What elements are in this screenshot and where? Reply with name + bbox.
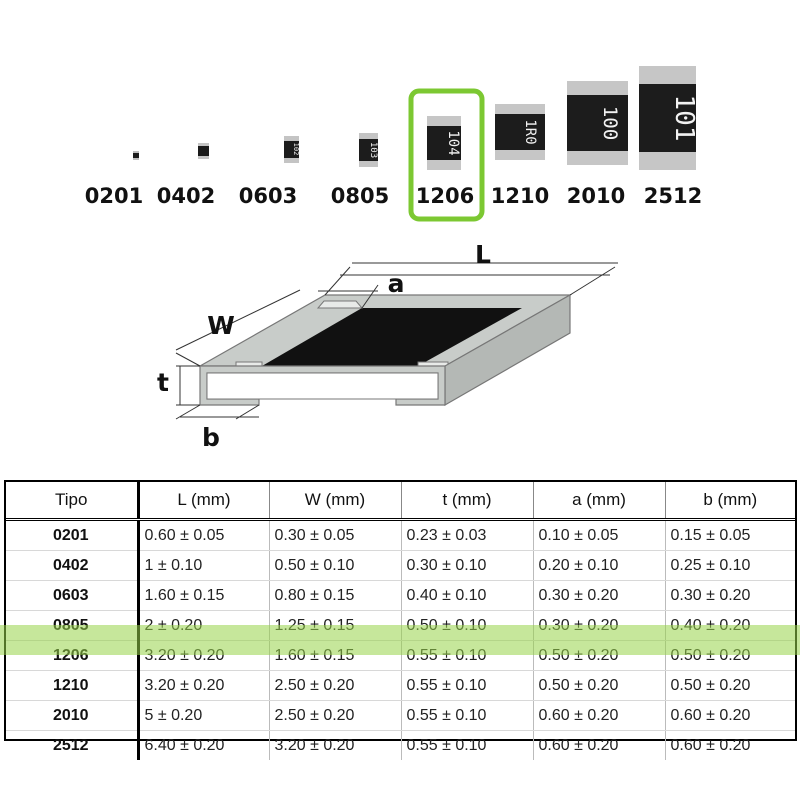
cell-w: 0.30 ± 0.05: [269, 519, 402, 551]
cell-t: 0.23 ± 0.03: [401, 519, 534, 551]
table-row: 0805 2 ± 0.20 1.25 ± 0.15 0.50 ± 0.10 0.…: [6, 610, 795, 641]
cell-w: 2.50 ± 0.20: [269, 670, 402, 701]
dimension-label-b: b: [202, 423, 220, 452]
cell-a: 0.30 ± 0.20: [533, 610, 666, 641]
cell-a: 0.60 ± 0.20: [533, 700, 666, 731]
cell-w: 0.80 ± 0.15: [269, 580, 402, 611]
cell-t: 0.55 ± 0.10: [401, 670, 534, 701]
cell-b: 0.25 ± 0.10: [665, 550, 795, 581]
cell-a: 0.50 ± 0.20: [533, 670, 666, 701]
selected-size-frame: [408, 88, 485, 222]
table-header-row: Tipo L (mm) W (mm) t (mm) a (mm) b (mm): [6, 482, 795, 521]
table-row: 0402 1 ± 0.10 0.50 ± 0.10 0.30 ± 0.10 0.…: [6, 550, 795, 581]
size-label-0201: 0201: [85, 184, 143, 208]
cell-tipo: 1206: [6, 640, 140, 671]
cell-b: 0.60 ± 0.20: [670, 736, 751, 754]
cell-t: 0.55 ± 0.10: [401, 730, 534, 760]
column-header-l: L (mm): [138, 482, 270, 521]
resistor-0603: 102: [284, 136, 300, 163]
cell-tipo: 2512: [6, 730, 140, 760]
resistor-0402: [198, 143, 209, 159]
cell-b: 0.15 ± 0.05: [665, 519, 795, 551]
dimensions-table-container: Tipo L (mm) W (mm) t (mm) a (mm) b (mm) …: [4, 480, 797, 760]
resistor-1206-marking: 104: [445, 130, 461, 155]
cell-w: 3.20 ± 0.20: [269, 730, 402, 760]
cell-a: 0.10 ± 0.05: [533, 519, 666, 551]
table-row: 0603 1.60 ± 0.15 0.80 ± 0.15 0.40 ± 0.10…: [6, 580, 795, 611]
table-row: 0201 0.60 ± 0.05 0.30 ± 0.05 0.23 ± 0.03…: [6, 519, 795, 551]
resistor-0201: [133, 151, 139, 160]
cell-w: 0.50 ± 0.10: [269, 550, 402, 581]
resistor-2512: 101: [639, 66, 699, 170]
table-row: 1210 3.20 ± 0.20 2.50 ± 0.20 0.55 ± 0.10…: [6, 670, 795, 701]
cell-t: 0.50 ± 0.10: [401, 610, 534, 641]
size-label-1206: 1206: [416, 184, 474, 208]
cell-t: 0.40 ± 0.10: [401, 580, 534, 611]
resistor-2010-marking: 100: [599, 106, 621, 140]
cell-t: 0.55 ± 0.10: [401, 640, 534, 671]
cell-b: 0.50 ± 0.20: [665, 640, 795, 671]
cell-t: 0.55 ± 0.10: [401, 700, 534, 731]
column-header-a: a (mm): [533, 482, 666, 521]
cell-a: 0.50 ± 0.20: [533, 640, 666, 671]
cell-b: 0.40 ± 0.20: [665, 610, 795, 641]
size-label-0805: 0805: [331, 184, 389, 208]
resistor-2010: 100: [567, 81, 628, 165]
cell-l: 3.20 ± 0.20: [138, 640, 270, 671]
resistor-1210: 1R0: [495, 104, 545, 160]
cell-tipo: 0201: [6, 519, 140, 551]
dimension-lines: [175, 262, 618, 420]
cell-l: 0.60 ± 0.05: [138, 519, 270, 551]
dimensions-table: Tipo L (mm) W (mm) t (mm) a (mm) b (mm) …: [6, 482, 795, 760]
cell-tipo: 2010: [6, 700, 140, 731]
cell-a: 0.20 ± 0.10: [533, 550, 666, 581]
cell-tipo: 1210: [6, 670, 140, 701]
dimension-label-l: L: [475, 240, 491, 269]
resistor-0603-marking: 102: [292, 143, 300, 156]
cell-b: 0.60 ± 0.20: [665, 700, 795, 731]
size-label-1210: 1210: [491, 184, 549, 208]
size-label-0402: 0402: [157, 184, 215, 208]
size-label-0603: 0603: [239, 184, 297, 208]
column-header-b: b (mm): [665, 482, 795, 521]
column-header-w: W (mm): [269, 482, 402, 521]
cell-tipo: 0402: [6, 550, 140, 581]
cell-l: 2 ± 0.20: [138, 610, 270, 641]
cell-a: 0.30 ± 0.20: [533, 580, 666, 611]
column-header-t: t (mm): [401, 482, 534, 521]
cell-l: 5 ± 0.20: [138, 700, 270, 731]
dimension-label-a: a: [388, 269, 405, 298]
cell-l: 1.60 ± 0.15: [138, 580, 270, 611]
cell-a: 0.60 ± 0.20: [533, 730, 666, 760]
cell-w: 1.60 ± 0.15: [269, 640, 402, 671]
resistor-body-3d: [197, 293, 573, 407]
table-row: 2512 6.40 ± 0.20 3.20 ± 0.20 0.55 ± 0.10…: [6, 730, 795, 760]
cell-tipo: 0805: [6, 610, 140, 641]
resistor-1210-marking: 1R0: [522, 119, 538, 144]
resistor-0805-marking: 103: [368, 142, 378, 158]
table-row: 2010 5 ± 0.20 2.50 ± 0.20 0.55 ± 0.10 0.…: [6, 700, 795, 731]
cell-b: 0.30 ± 0.20: [665, 580, 795, 611]
resistor-1206: 104: [427, 116, 461, 170]
resistor-dimension-diagram: L a W t b: [157, 240, 618, 452]
cell-b: 0.50 ± 0.20: [665, 670, 795, 701]
size-label-2010: 2010: [567, 184, 625, 208]
resistor-0805: 103: [359, 133, 378, 167]
table-row-highlighted: 1206 3.20 ± 0.20 1.60 ± 0.15 0.55 ± 0.10…: [6, 640, 795, 671]
cell-l: 3.20 ± 0.20: [138, 670, 270, 701]
size-label-2512: 2512: [644, 184, 702, 208]
cell-w: 2.50 ± 0.20: [269, 700, 402, 731]
column-header-tipo: Tipo: [6, 482, 140, 521]
resistor-size-strip: 102 103 104 1R0 100 101 0201 0402 0603 0…: [85, 66, 702, 222]
cell-tipo: 0603: [6, 580, 140, 611]
resistor-2512-marking: 101: [669, 95, 699, 142]
cell-l: 1 ± 0.10: [138, 550, 270, 581]
dimension-label-t: t: [157, 368, 169, 397]
cell-t: 0.30 ± 0.10: [401, 550, 534, 581]
cell-l: 6.40 ± 0.20: [138, 730, 270, 760]
dimension-label-w: W: [207, 311, 235, 340]
cell-w: 1.25 ± 0.15: [269, 610, 402, 641]
